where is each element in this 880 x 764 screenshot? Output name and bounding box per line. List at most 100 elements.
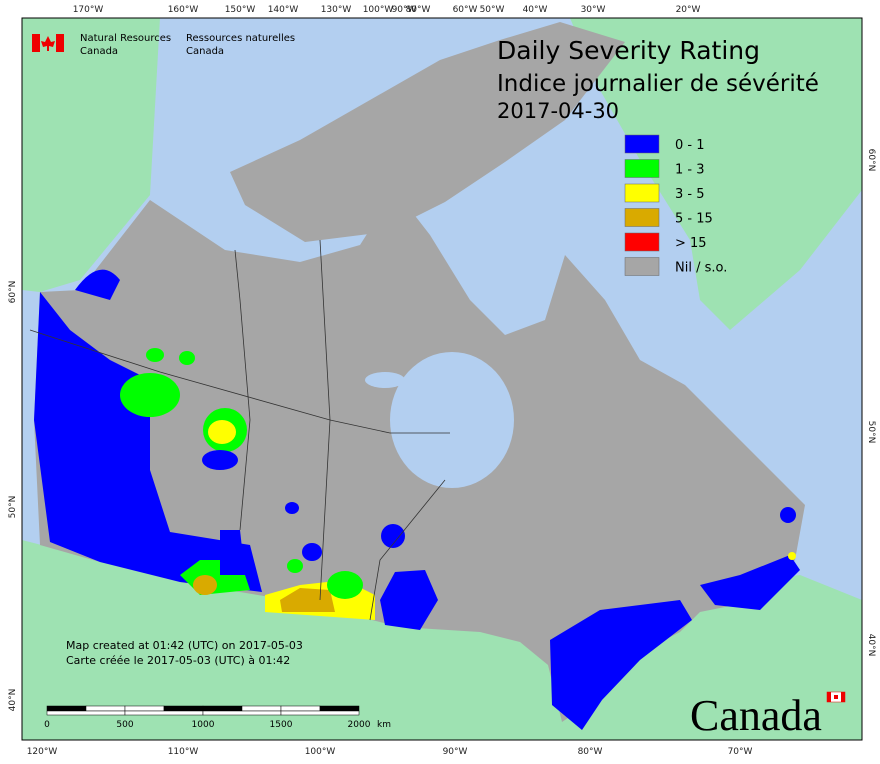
longitude-label: 20°W (676, 5, 701, 15)
scale-segment (280, 705, 321, 712)
severity-zone (146, 348, 164, 362)
map-date: 2017-04-30 (497, 99, 619, 123)
agency-en: Natural Resources (80, 33, 171, 44)
hudson-bay (390, 352, 514, 488)
severity-zone (550, 600, 692, 730)
boundary (319, 239, 331, 601)
longitude-label: 170°W (73, 5, 104, 15)
scale-segment (124, 710, 204, 716)
map-area (22, 18, 862, 740)
agency-en: Canada (80, 46, 118, 57)
agency-signature: Natural Resources Canada Ressources natu… (32, 33, 295, 57)
scale-segment (202, 705, 243, 712)
longitude-label: 80°W (406, 5, 431, 15)
legend-swatch (624, 159, 660, 178)
longitude-label: 70°W (728, 747, 753, 757)
legend-swatch (624, 257, 660, 276)
legend-swatch (624, 208, 660, 227)
longitude-label: 60°W (453, 5, 478, 15)
wordmark-flag (834, 695, 838, 699)
greenland (570, 18, 862, 330)
legend-swatch (624, 183, 660, 203)
latitude-label: 60°N (866, 149, 876, 172)
latitude-label: 40°N (8, 689, 18, 712)
boundary (369, 479, 446, 621)
severity-zone (120, 373, 180, 417)
scale-label: 1000 (192, 720, 215, 730)
lake (365, 372, 405, 388)
scale-segment (46, 710, 126, 716)
severity-zone (285, 502, 299, 514)
scale-label: 2000 (348, 720, 371, 730)
scale-segment (280, 710, 360, 716)
latitude-label: 40°N (866, 634, 876, 657)
scale-segment (46, 705, 87, 712)
longitude-label: 40°W (523, 5, 548, 15)
longitude-label: 120°W (27, 747, 58, 757)
maple-leaf (41, 36, 55, 51)
severity-zone (280, 588, 335, 612)
wordmark-flag (827, 692, 831, 702)
scale-segment (202, 710, 282, 716)
legend-label: > 15 (675, 236, 707, 251)
scale-segment (124, 705, 165, 712)
longitude-label: 150°W (225, 5, 256, 15)
flag-bar (32, 34, 40, 52)
longitude-label: 50°W (480, 5, 505, 15)
legend-label: 0 - 1 (675, 138, 705, 153)
longitude-label: 30°W (581, 5, 606, 15)
longitude-label: 90°W (392, 5, 417, 15)
latitude-label: 50°N (8, 496, 18, 519)
boundary (234, 249, 251, 531)
scale-segment (319, 705, 360, 712)
severity-zone (179, 351, 195, 365)
arctic-islands (230, 22, 625, 242)
longitude-label: 140°W (268, 5, 299, 15)
wordmark: Canada (690, 691, 822, 740)
scale-bar: 0 500 1000 1500 2000 km (44, 705, 391, 730)
longitude-label: 100°W (363, 5, 394, 15)
credit: Carte créée le 2017-05-03 (UTC) à 01:42 (66, 654, 290, 667)
latitude-label: 50°N (866, 421, 876, 444)
scale-segment (85, 705, 126, 712)
credit: Map created at 01:42 (UTC) on 2017-05-03 (66, 639, 303, 652)
flag-bar (56, 34, 64, 52)
severity-zone (287, 559, 303, 573)
severity-zone (381, 524, 405, 548)
map-title: Daily Severity Rating (497, 36, 760, 65)
longitude-label: 110°W (168, 747, 199, 757)
legend-label: 3 - 5 (675, 187, 705, 202)
scale-segment (163, 705, 204, 712)
alaska (22, 18, 160, 292)
severity-zone (327, 571, 363, 599)
map-title: Indice journalier de sévérité (497, 71, 819, 97)
severity-zone (380, 570, 438, 630)
severity-zone (700, 555, 800, 610)
map-border (21, 17, 863, 741)
severity-zone (193, 575, 217, 595)
scale-label: 0 (44, 720, 50, 730)
longitude-label: 160°W (168, 5, 199, 15)
latitude-label: 60°N (8, 281, 18, 304)
legend: 0 - 1 1 - 3 3 - 5 5 - 15 > 15 Nil / s.o. (624, 134, 727, 276)
longitude-label: 90°W (443, 747, 468, 757)
wordmark-flag (841, 692, 845, 702)
scale-label: 500 (116, 720, 133, 730)
legend-label: Nil / s.o. (675, 261, 727, 276)
longitude-label: 80°W (578, 747, 603, 757)
severity-zone (302, 543, 322, 561)
longitude-label: 130°W (321, 5, 352, 15)
longitude-label: 100°W (305, 747, 336, 757)
graticule-labels: 170°W 160°W 150°W 140°W 130°W 100°W90°W80°W 60… (8, 5, 876, 757)
scale-segment (241, 705, 282, 712)
agency-fr: Canada (186, 46, 224, 57)
scale-unit: km (377, 720, 391, 730)
legend-swatch (624, 134, 660, 154)
severity-zone (220, 530, 245, 575)
legend-swatch (624, 232, 660, 252)
severity-zone (34, 292, 262, 592)
legend-label: 1 - 3 (675, 163, 705, 178)
agency-fr: Ressources naturelles (186, 33, 295, 44)
severity-zone (788, 552, 796, 560)
